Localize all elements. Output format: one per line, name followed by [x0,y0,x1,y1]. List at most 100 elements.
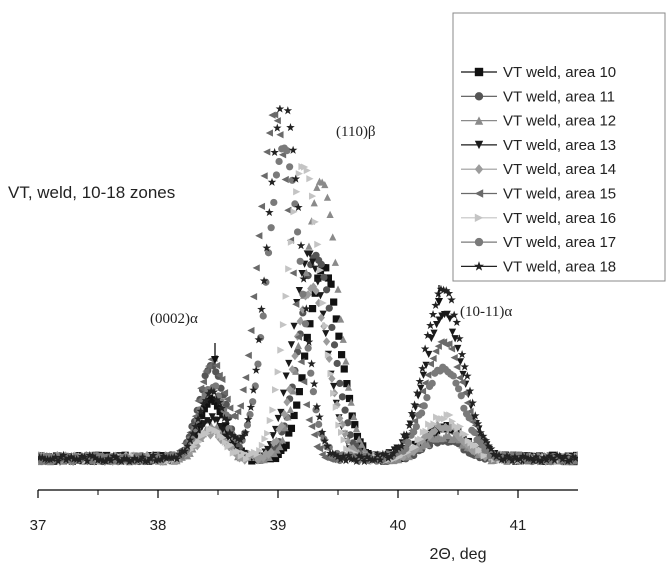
data-point [285,265,293,273]
data-point [249,385,258,394]
data-point [450,353,458,362]
data-point [285,359,293,368]
data-point [101,456,110,465]
data-point [338,428,346,436]
data-point [417,435,425,443]
data-point [434,289,443,298]
data-point [448,328,457,336]
data-point [502,451,512,460]
data-point [322,330,330,338]
data-point [444,288,454,298]
legend-item: VT weld, area 12 [461,113,616,130]
data-point [410,400,419,409]
data-point [407,408,417,418]
data-point [305,242,313,250]
data-point [258,441,266,449]
data-point [341,456,351,465]
data-point [310,431,318,439]
data-point [56,452,66,461]
data-point [469,418,477,426]
data-point [236,435,245,444]
legend-item: VT weld, area 15 [461,186,616,203]
data-point [227,441,235,449]
data-point [275,105,285,113]
data-point [286,405,295,414]
data-point [117,457,126,466]
data-point [312,286,320,296]
legend-marker-icon [474,92,484,101]
data-point [323,193,332,201]
data-point [267,177,277,186]
data-point [278,436,287,444]
data-point [470,428,479,437]
data-point [219,426,227,434]
data-point [282,292,290,300]
data-point [223,395,231,403]
data-point [571,453,578,462]
data-point [349,454,359,463]
data-point [259,453,267,463]
data-point [316,266,325,274]
data-point [288,145,298,154]
legend-marker-icon [474,213,484,222]
data-point [257,304,266,313]
data-point [323,337,331,346]
data-point [441,286,451,295]
data-point [531,452,541,461]
data-point [445,340,453,348]
data-point [214,397,224,407]
data-point [296,257,304,265]
data-point [242,455,251,463]
data-point [294,202,303,212]
data-point [521,452,530,461]
data-point [446,411,454,419]
data-point [311,218,319,226]
data-point [90,453,100,462]
data-point [254,455,262,465]
data-point [323,286,331,294]
data-point [183,441,192,450]
data-point [315,445,324,453]
data-point [354,451,364,460]
data-point [424,371,432,379]
legend-label: VT weld, area 17 [503,234,616,251]
data-point [452,379,460,387]
legend-label: VT weld, area 16 [503,210,616,227]
data-point [212,382,220,390]
data-point [261,435,269,443]
data-point [346,431,354,439]
data-point [410,428,418,436]
data-point [314,240,322,249]
data-point [106,456,116,465]
data-point [420,344,430,353]
data-point [563,456,572,465]
data-point [310,199,318,207]
data-point [478,431,488,440]
data-point [481,436,491,445]
data-point [259,312,267,320]
data-point [383,453,393,462]
data-point [199,399,208,408]
data-point [428,379,436,387]
data-point [156,455,166,464]
data-point [308,258,317,266]
data-point [295,388,303,396]
data-point [93,455,103,464]
data-point [257,202,266,210]
data-point [206,418,214,426]
data-point [301,320,310,328]
data-point [476,428,485,437]
data-point [336,454,345,464]
data-point [352,456,361,465]
data-point [277,346,285,354]
data-point [202,367,210,375]
data-point [286,163,294,171]
data-point [293,228,302,236]
data-point [264,450,273,459]
data-point [276,131,284,139]
data-point [465,414,473,422]
data-point [425,350,433,359]
data-point [537,456,546,465]
data-point [291,174,301,183]
legend-label: VT weld, area 12 [503,113,616,130]
